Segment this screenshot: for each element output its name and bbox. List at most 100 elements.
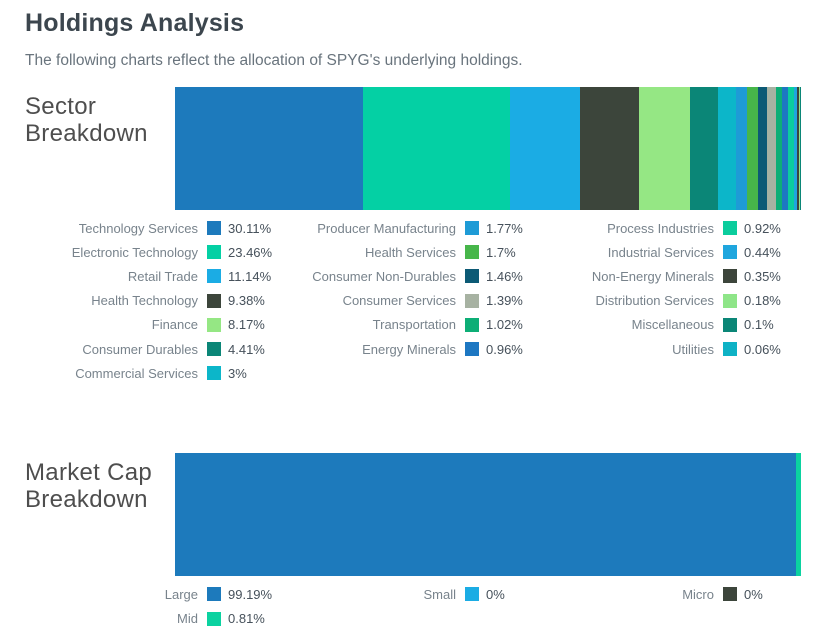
legend-label: Energy Minerals — [362, 341, 456, 357]
color-swatch-icon — [465, 293, 479, 308]
bar-segment-health-services[interactable] — [747, 87, 759, 210]
legend-column: Process Industries 0.92% Industrial Servic… — [541, 216, 799, 385]
legend-label: Technology Services — [78, 220, 198, 236]
legend-value: 11.14% — [228, 268, 272, 284]
bar-segment-industrial-services[interactable] — [793, 87, 797, 210]
legend-column: Small 0% — [283, 582, 541, 630]
bar-segment-commercial-services[interactable] — [717, 87, 737, 210]
legend-value: 0.81% — [228, 611, 265, 627]
sector-breakdown-legend: Technology Services 30.11% Electronic Tech… — [0, 216, 824, 385]
market-cap-breakdown-bar — [175, 453, 801, 577]
legend-column: Producer Manufacturing 1.77% Health Servic… — [283, 216, 541, 385]
color-swatch-icon — [465, 342, 479, 357]
legend-label: Consumer Non-Durables — [312, 268, 456, 284]
bar-segment-mid[interactable] — [795, 453, 801, 577]
legend-label: Miscellaneous — [631, 317, 714, 333]
color-swatch-icon — [723, 269, 737, 284]
legend-item-consumer-durables: Consumer Durables 4.41% — [25, 337, 283, 361]
market-cap-breakdown-chart-row: Market Cap Breakdown — [0, 453, 824, 577]
legend-value: 0.96% — [486, 341, 523, 357]
legend-value: 0.92% — [744, 220, 781, 236]
legend-value: 23.46% — [228, 244, 273, 260]
color-swatch-icon — [723, 245, 737, 260]
legend-value: 3% — [228, 365, 247, 381]
bar-segment-miscellaneous[interactable] — [800, 87, 801, 210]
legend-item-transportation: Transportation 1.02% — [283, 313, 541, 337]
legend-label: Mid — [177, 611, 198, 627]
legend-value: 9.38% — [228, 293, 265, 309]
legend-item-producer-manufacturing: Producer Manufacturing 1.77% — [283, 216, 541, 240]
color-swatch-icon — [207, 342, 221, 357]
legend-value: 1.46% — [486, 268, 523, 284]
legend-item-retail-trade: Retail Trade 11.14% — [25, 264, 283, 288]
color-swatch-icon — [207, 611, 221, 626]
page-subtitle: The following charts reflect the allocat… — [25, 52, 523, 69]
legend-label: Retail Trade — [127, 268, 198, 284]
bar-segment-finance[interactable] — [638, 87, 690, 210]
color-swatch-icon — [723, 293, 737, 308]
market-cap-breakdown-title: Market Cap Breakdown — [25, 459, 153, 514]
market-cap-breakdown-section: Market Cap Breakdown Large 99.19% Mid 0.81%… — [0, 453, 824, 630]
sector-breakdown-chart-row: Sector Breakdown — [0, 87, 824, 210]
bar-segment-transportation[interactable] — [775, 87, 783, 210]
bar-segment-technology-services[interactable] — [175, 87, 364, 210]
color-swatch-icon — [723, 587, 737, 602]
color-swatch-icon — [207, 366, 221, 381]
legend-column: Technology Services 30.11% Electronic Tech… — [25, 216, 283, 385]
sector-breakdown-section: Sector Breakdown Technology Services 30.1… — [0, 87, 824, 385]
legend-label: Consumer Services — [342, 293, 456, 309]
legend-value: 0.06% — [744, 341, 781, 357]
legend-item-consumer-services: Consumer Services 1.39% — [283, 289, 541, 313]
legend-item-health-technology: Health Technology 9.38% — [25, 289, 283, 313]
legend-item-micro: Micro 0% — [541, 582, 799, 606]
sector-breakdown-bar — [175, 87, 801, 210]
legend-value: 0% — [744, 586, 763, 602]
legend-value: 1.02% — [486, 317, 523, 333]
color-swatch-icon — [207, 317, 221, 332]
legend-label: Micro — [682, 586, 714, 602]
legend-item-large: Large 99.19% — [25, 582, 283, 606]
bar-segment-energy-minerals[interactable] — [782, 87, 789, 210]
legend-value: 99.19% — [228, 586, 273, 602]
color-swatch-icon — [465, 317, 479, 332]
legend-column: Large 99.19% Mid 0.81% — [25, 582, 283, 630]
legend-item-consumer-non-durables: Consumer Non-Durables 1.46% — [283, 264, 541, 288]
legend-label: Utilities — [672, 341, 714, 357]
legend-label: Small — [423, 586, 456, 602]
bar-segment-electronic-technology[interactable] — [363, 87, 511, 210]
legend-value: 30.11% — [228, 220, 272, 236]
legend-label: Electronic Technology — [71, 244, 198, 260]
color-swatch-icon — [465, 221, 479, 236]
legend-item-non-energy-minerals: Non-Energy Minerals 0.35% — [541, 264, 799, 288]
legend-item-small: Small 0% — [283, 582, 541, 606]
legend-item-energy-minerals: Energy Minerals 0.96% — [283, 337, 541, 361]
legend-item-health-services: Health Services 1.7% — [283, 240, 541, 264]
legend-label: Consumer Durables — [82, 341, 198, 357]
legend-column: Micro 0% — [541, 582, 799, 630]
color-swatch-icon — [207, 269, 221, 284]
bar-segment-non-energy-minerals[interactable] — [796, 87, 799, 210]
bar-segment-large[interactable] — [175, 453, 796, 577]
color-swatch-icon — [465, 587, 479, 602]
bar-segment-consumer-non-durables[interactable] — [758, 87, 768, 210]
legend-value: 0.18% — [744, 293, 781, 309]
bar-segment-process-industries[interactable] — [788, 87, 794, 210]
bar-segment-consumer-durables[interactable] — [689, 87, 718, 210]
legend-item-finance: Finance 8.17% — [25, 313, 283, 337]
legend-item-distribution-services: Distribution Services 0.18% — [541, 289, 799, 313]
bar-segment-distribution-services[interactable] — [798, 87, 801, 210]
legend-value: 1.77% — [486, 220, 523, 236]
bar-segment-consumer-services[interactable] — [767, 87, 776, 210]
legend-item-commercial-services: Commercial Services 3% — [25, 361, 283, 385]
bar-segment-retail-trade[interactable] — [510, 87, 581, 210]
legend-value: 0.44% — [744, 244, 781, 260]
bar-segment-health-technology[interactable] — [580, 87, 639, 210]
color-swatch-icon — [207, 293, 221, 308]
legend-item-process-industries: Process Industries 0.92% — [541, 216, 799, 240]
bar-segment-producer-manufacturing[interactable] — [736, 87, 748, 210]
page-title: Holdings Analysis — [25, 9, 245, 37]
legend-value: 0% — [486, 586, 505, 602]
legend-item-electronic-technology: Electronic Technology 23.46% — [25, 240, 283, 264]
legend-item-technology-services: Technology Services 30.11% — [25, 216, 283, 240]
